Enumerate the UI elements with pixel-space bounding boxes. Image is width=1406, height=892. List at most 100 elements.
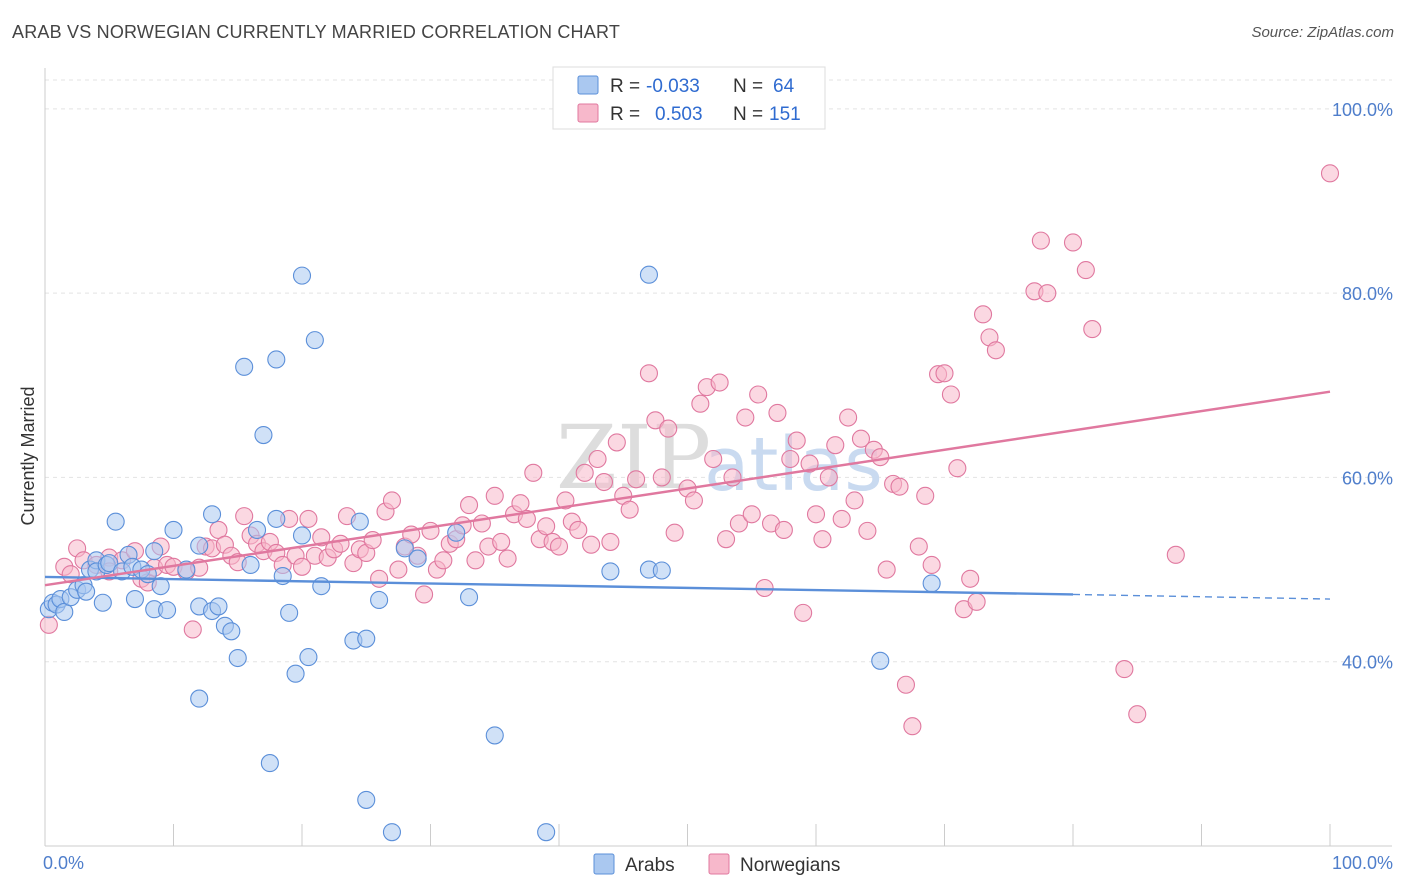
norwegians-point-64 (485, 486, 504, 505)
norwegians-point-136 (961, 569, 980, 588)
source-label: Source: ZipAtlas.com (1251, 24, 1394, 41)
norwegians-point-0 (39, 615, 58, 634)
legend-r-value-norwegians: 0.503 (655, 104, 703, 125)
arabs-point-61 (459, 588, 479, 607)
norwegians-point-102 (742, 505, 761, 524)
norwegians-point-90 (659, 419, 678, 438)
norwegians-point-126 (896, 675, 916, 694)
arabs-point-40 (254, 425, 273, 445)
arabs-point-59 (408, 549, 427, 568)
norwegians-point-107 (774, 520, 793, 540)
norwegians-point-125 (890, 477, 909, 496)
arabs-points (39, 265, 941, 842)
norwegians-point-35 (299, 509, 318, 528)
arabs-point-8 (77, 582, 96, 601)
norwegians-point-138 (973, 305, 993, 324)
arabs-point-43 (267, 350, 286, 369)
norwegians-point-122 (871, 448, 890, 467)
norwegians-point-78 (575, 463, 594, 482)
norwegians-point-88 (646, 411, 665, 430)
norwegians-point-143 (1038, 284, 1057, 303)
arabs-point-14 (100, 554, 119, 573)
y-tick-label-3: 100.0% (1332, 100, 1393, 120)
y-tick-label-1: 60.0% (1342, 468, 1393, 488)
arabs-point-60 (447, 523, 466, 542)
norwegians-point-74 (549, 537, 569, 556)
arabs-point-15 (106, 512, 125, 531)
arabs-point-36 (228, 648, 247, 668)
norwegians-point-147 (1115, 660, 1134, 679)
axes (44, 68, 1392, 847)
norwegians-point-150 (1320, 164, 1340, 183)
bottom-legend-swatch-norwegians (708, 853, 730, 875)
arabs-point-56 (370, 590, 389, 610)
norwegians-trend-line (44, 390, 1331, 587)
legend-n-label-norwegians: N = (733, 104, 763, 125)
norwegians-point-77 (569, 520, 588, 540)
norwegians-point-112 (806, 505, 826, 524)
norwegians-point-116 (832, 509, 851, 528)
norwegians-point-48 (382, 491, 402, 510)
arabs-point-19 (125, 590, 144, 609)
norwegians-point-130 (922, 555, 941, 575)
norwegians-point-148 (1128, 705, 1147, 724)
norwegians-point-46 (370, 569, 389, 588)
norwegians-point-144 (1063, 233, 1083, 252)
y-tick-label-0: 40.0% (1342, 653, 1393, 673)
arabs-point-45 (280, 603, 299, 622)
norwegians-point-114 (819, 468, 838, 487)
norwegians-point-68 (511, 494, 530, 513)
arabs-point-69 (922, 574, 941, 593)
norwegians-point-89 (652, 468, 671, 487)
norwegians-point-69 (517, 509, 536, 528)
arabs-point-26 (164, 520, 183, 540)
arabs-point-38 (241, 555, 260, 575)
norwegians-point-100 (729, 514, 748, 533)
arabs-point-57 (382, 823, 402, 842)
norwegians-point-127 (903, 717, 922, 736)
arabs-point-33 (209, 597, 228, 616)
arabs-point-24 (151, 577, 170, 596)
arabs-point-39 (247, 520, 267, 540)
bottom-legend-label-arabs: Arabs (625, 855, 675, 876)
norwegians-point-94 (691, 394, 710, 413)
y-tick-labels: 40.0% 60.0% 80.0% 100.0% (1332, 100, 1393, 673)
norwegians-point-96 (704, 449, 723, 469)
norwegians-point-101 (736, 408, 755, 427)
norwegians-point-80 (588, 449, 607, 469)
arabs-point-28 (190, 689, 209, 708)
norwegians-point-79 (582, 535, 601, 554)
arabs-point-67 (652, 561, 671, 580)
arabs-point-12 (93, 593, 112, 612)
norwegians-point-109 (787, 431, 806, 450)
norwegians-point-49 (389, 560, 408, 579)
norwegians-point-140 (986, 341, 1005, 360)
arabs-trend-extension (1072, 593, 1331, 600)
norwegians-point-149 (1166, 545, 1185, 564)
y-tick-label-2: 80.0% (1342, 284, 1393, 304)
bottom-legend: Arabs Norwegians (593, 853, 840, 876)
norwegians-point-60 (459, 496, 479, 515)
legend-r-label-arabs: R = (610, 76, 640, 97)
norwegians-point-119 (851, 429, 871, 448)
norwegians-point-129 (916, 486, 935, 505)
norwegians-point-17 (183, 620, 202, 639)
norwegians-point-98 (716, 530, 736, 549)
legend-n-label-arabs: N = (733, 76, 763, 97)
norwegians-point-132 (935, 364, 954, 383)
arabs-trend-line (44, 575, 1074, 596)
norwegians-point-145 (1076, 261, 1095, 280)
norwegians-point-110 (794, 603, 813, 622)
trend-lines (44, 390, 1331, 600)
norwegians-point-111 (800, 454, 819, 473)
legend-n-value-arabs: 64 (773, 76, 795, 97)
arabs-point-55 (357, 790, 376, 809)
norwegians-point-97 (710, 373, 729, 392)
arabs-point-50 (305, 331, 324, 350)
norwegians-point-108 (781, 449, 800, 469)
norwegians-point-86 (627, 470, 646, 489)
norwegians-point-137 (967, 592, 986, 611)
legend: R = -0.033 N = 64 R = 0.503 N = 151 (552, 66, 826, 130)
arabs-point-62 (485, 726, 504, 745)
